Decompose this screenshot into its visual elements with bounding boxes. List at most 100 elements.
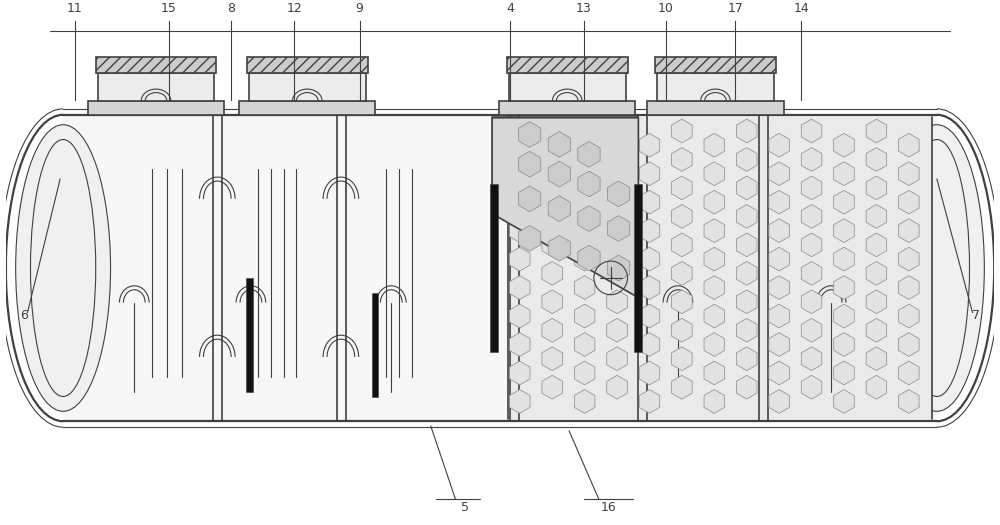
Polygon shape xyxy=(574,390,595,413)
Polygon shape xyxy=(639,191,660,214)
Bar xyxy=(499,101,635,115)
Polygon shape xyxy=(704,333,725,356)
Polygon shape xyxy=(672,148,692,171)
Text: 10: 10 xyxy=(658,2,674,15)
Text: 16: 16 xyxy=(601,501,617,513)
Polygon shape xyxy=(704,361,725,385)
Polygon shape xyxy=(519,186,541,212)
Polygon shape xyxy=(509,276,530,299)
Polygon shape xyxy=(578,206,600,232)
Polygon shape xyxy=(899,162,919,185)
Polygon shape xyxy=(574,304,595,328)
Text: 6: 6 xyxy=(20,309,28,322)
Polygon shape xyxy=(704,219,725,243)
Polygon shape xyxy=(704,133,725,157)
Polygon shape xyxy=(509,162,530,185)
Polygon shape xyxy=(866,319,887,342)
Polygon shape xyxy=(834,191,854,214)
Polygon shape xyxy=(866,148,887,171)
Polygon shape xyxy=(542,261,562,285)
Bar xyxy=(0,252,6,284)
Polygon shape xyxy=(578,141,600,167)
Polygon shape xyxy=(607,347,627,371)
Polygon shape xyxy=(866,119,887,143)
Polygon shape xyxy=(509,390,530,413)
Polygon shape xyxy=(542,319,562,342)
Polygon shape xyxy=(578,171,600,197)
Polygon shape xyxy=(899,219,919,243)
Polygon shape xyxy=(607,148,627,171)
Polygon shape xyxy=(672,176,692,200)
Polygon shape xyxy=(801,347,822,371)
Polygon shape xyxy=(639,390,660,413)
Polygon shape xyxy=(769,191,789,214)
Polygon shape xyxy=(519,122,541,148)
Polygon shape xyxy=(574,162,595,185)
Polygon shape xyxy=(672,205,692,228)
Bar xyxy=(63,115,937,421)
Polygon shape xyxy=(548,161,570,187)
Polygon shape xyxy=(866,233,887,257)
Ellipse shape xyxy=(16,124,111,411)
Text: 7: 7 xyxy=(972,309,980,322)
Polygon shape xyxy=(899,333,919,356)
Polygon shape xyxy=(866,261,887,285)
Bar xyxy=(246,278,253,392)
Polygon shape xyxy=(736,319,757,342)
Polygon shape xyxy=(899,133,919,157)
Polygon shape xyxy=(607,319,627,342)
Polygon shape xyxy=(801,119,822,143)
Polygon shape xyxy=(801,148,822,171)
Bar xyxy=(239,101,375,115)
Polygon shape xyxy=(899,191,919,214)
Polygon shape xyxy=(769,333,789,356)
Polygon shape xyxy=(834,333,854,356)
Polygon shape xyxy=(542,375,562,399)
Polygon shape xyxy=(899,361,919,385)
Bar xyxy=(490,184,498,352)
Bar xyxy=(657,74,774,101)
Polygon shape xyxy=(574,191,595,214)
Polygon shape xyxy=(866,205,887,228)
Polygon shape xyxy=(542,176,562,200)
Polygon shape xyxy=(509,361,530,385)
Polygon shape xyxy=(519,151,541,177)
Polygon shape xyxy=(578,245,600,271)
Bar xyxy=(372,293,378,396)
Polygon shape xyxy=(834,390,854,413)
Polygon shape xyxy=(607,205,627,228)
Polygon shape xyxy=(736,290,757,313)
Bar xyxy=(507,57,628,74)
Polygon shape xyxy=(801,319,822,342)
Polygon shape xyxy=(769,162,789,185)
Polygon shape xyxy=(736,176,757,200)
Polygon shape xyxy=(574,333,595,356)
Polygon shape xyxy=(736,375,757,399)
Polygon shape xyxy=(801,176,822,200)
Polygon shape xyxy=(542,148,562,171)
Polygon shape xyxy=(769,133,789,157)
Polygon shape xyxy=(509,247,530,271)
Polygon shape xyxy=(801,290,822,313)
Polygon shape xyxy=(672,233,692,257)
Polygon shape xyxy=(866,347,887,371)
Polygon shape xyxy=(607,233,627,257)
Polygon shape xyxy=(574,276,595,299)
Polygon shape xyxy=(607,181,630,207)
Polygon shape xyxy=(704,247,725,271)
Polygon shape xyxy=(866,176,887,200)
Bar xyxy=(96,57,216,74)
Polygon shape xyxy=(899,304,919,328)
Polygon shape xyxy=(672,347,692,371)
Polygon shape xyxy=(607,176,627,200)
Text: 8: 8 xyxy=(227,2,235,15)
Polygon shape xyxy=(542,233,562,257)
Polygon shape xyxy=(672,319,692,342)
Polygon shape xyxy=(866,375,887,399)
Polygon shape xyxy=(607,290,627,313)
Polygon shape xyxy=(704,390,725,413)
Polygon shape xyxy=(672,261,692,285)
Polygon shape xyxy=(801,233,822,257)
Text: 17: 17 xyxy=(727,2,743,15)
Polygon shape xyxy=(509,133,530,157)
